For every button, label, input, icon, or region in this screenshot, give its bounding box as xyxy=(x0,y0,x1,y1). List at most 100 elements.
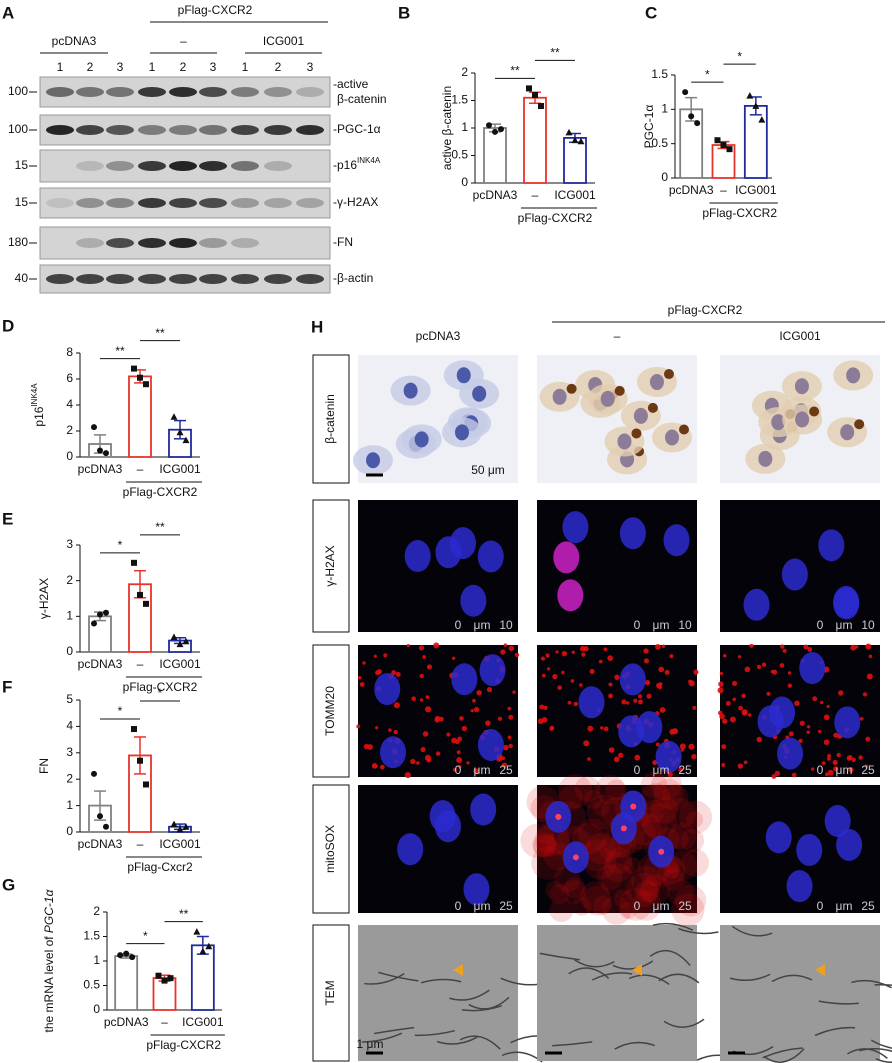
mito xyxy=(503,744,509,751)
data-point xyxy=(103,450,109,457)
nucleus xyxy=(414,431,429,448)
x-tick-label: – xyxy=(137,837,144,851)
micrograph: 50 μm xyxy=(353,355,518,483)
membrane xyxy=(364,972,405,985)
y-tick-label: 3 xyxy=(66,745,73,759)
lane-number: 3 xyxy=(307,60,314,74)
mito xyxy=(375,670,381,676)
mito xyxy=(425,695,430,700)
band-label: -FN xyxy=(333,235,353,249)
mito xyxy=(780,644,785,649)
scale-label: 10 xyxy=(861,618,875,632)
mito xyxy=(552,674,558,680)
stain xyxy=(809,406,820,417)
scale-label: 0 xyxy=(817,899,824,913)
mito xyxy=(810,767,815,771)
mito xyxy=(641,812,669,839)
nucleus xyxy=(553,541,580,574)
data-point xyxy=(571,136,579,144)
mito xyxy=(862,692,868,697)
data-point xyxy=(714,137,721,144)
mito xyxy=(473,768,479,774)
nucleus xyxy=(460,584,487,617)
scale-label: 0 xyxy=(634,899,641,913)
mito xyxy=(598,837,622,861)
membrane xyxy=(539,952,580,961)
mito xyxy=(418,645,425,651)
membrane xyxy=(614,1041,655,1050)
bar xyxy=(128,375,152,458)
data-point xyxy=(577,137,585,145)
scale-label: μm xyxy=(474,763,491,777)
mito xyxy=(653,778,684,809)
mito xyxy=(750,644,754,648)
mito xyxy=(573,701,578,707)
group-label: – xyxy=(180,34,187,48)
x-tick-label: pcDNA3 xyxy=(473,188,518,202)
mito xyxy=(667,879,695,906)
significance-label: ** xyxy=(550,46,560,60)
blot-band xyxy=(46,274,74,284)
band-label: -PGC-1α xyxy=(333,122,381,136)
mito xyxy=(743,760,748,765)
mito xyxy=(868,654,873,659)
blot-band xyxy=(46,125,74,135)
y-tick-label: 1.5 xyxy=(83,929,100,943)
membrane xyxy=(763,1048,805,1063)
nucleus xyxy=(758,450,773,467)
nucleus xyxy=(794,378,809,395)
significance-label: * xyxy=(158,686,163,700)
membrane xyxy=(663,1018,705,1028)
mito xyxy=(456,750,461,755)
arrow xyxy=(632,964,642,976)
mw-marker: 100 xyxy=(8,122,28,136)
lane-number: 2 xyxy=(87,60,94,74)
blot-band xyxy=(169,125,197,135)
x-tick-label: – xyxy=(532,188,539,202)
mito xyxy=(827,754,832,759)
y-tick-label: 0 xyxy=(66,824,73,838)
x-tick-label: ICG001 xyxy=(159,837,201,851)
nucleus xyxy=(795,411,810,428)
membrane xyxy=(628,974,670,986)
scale-label: 25 xyxy=(861,899,875,913)
blot-band xyxy=(199,274,227,284)
scale-label: 0 xyxy=(634,618,641,632)
blot-band xyxy=(106,238,134,248)
nucleus xyxy=(796,833,823,866)
mito xyxy=(668,822,697,851)
mito xyxy=(583,740,590,747)
mito xyxy=(608,747,615,753)
mito xyxy=(503,643,508,647)
micrograph xyxy=(720,925,892,1063)
data-point xyxy=(182,436,190,444)
mito xyxy=(663,862,680,879)
mito xyxy=(742,710,748,716)
blot-band xyxy=(296,198,324,208)
x-tick-label: – xyxy=(137,462,144,476)
panel-label: H xyxy=(311,317,323,336)
blot-band xyxy=(106,87,134,97)
mito xyxy=(644,680,651,686)
membrane xyxy=(658,973,700,984)
mito xyxy=(574,776,601,802)
band-name: -β-actin xyxy=(333,271,373,285)
mito xyxy=(667,771,673,778)
y-tick-label: 4 xyxy=(66,397,73,411)
mito xyxy=(729,716,736,723)
mito xyxy=(561,879,587,905)
membrane xyxy=(414,1029,456,1037)
mito xyxy=(486,686,493,693)
mito xyxy=(577,818,610,851)
mito xyxy=(827,769,834,776)
data-point xyxy=(91,424,97,431)
mito xyxy=(674,884,707,917)
group-header: pFlag-CXCR2 xyxy=(668,303,743,317)
row-label: mitoSOX xyxy=(323,825,337,873)
y-tick-label: 0 xyxy=(661,170,668,184)
data-point xyxy=(117,952,124,959)
data-point xyxy=(176,825,184,833)
y-tick-label: 0 xyxy=(66,449,73,463)
mito xyxy=(375,726,379,730)
